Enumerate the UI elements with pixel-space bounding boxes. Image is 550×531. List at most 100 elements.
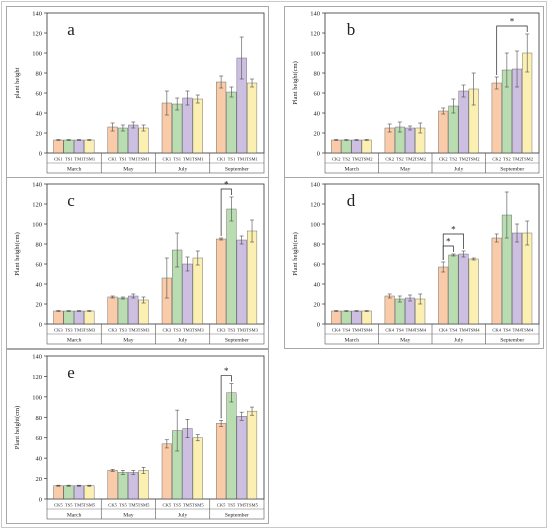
treatment-label-CK1: CK1 (54, 157, 63, 162)
treatment-label-TM1: TM1 (237, 157, 247, 162)
treatment-label-TM4: TM4 (459, 328, 469, 333)
treatment-label-TM5: TM5 (129, 503, 139, 508)
significance-marker: * (224, 366, 229, 376)
treatment-label-CK5: CK5 (108, 503, 117, 508)
bar-TS5-September (226, 392, 237, 500)
y-tick-label-40: 40 (314, 282, 321, 289)
bar-CK5-March (53, 485, 64, 500)
treatment-label-CK2: CK2 (492, 157, 501, 162)
y-tick-label-100: 100 (310, 222, 320, 229)
y-axis-title: Plant height(cm) (14, 232, 21, 276)
treatment-label-TSM5: TSM5 (246, 503, 258, 508)
y-tick-label-20: 20 (314, 131, 321, 138)
treatment-label-CK3: CK3 (217, 328, 226, 333)
label-table-frame (46, 498, 265, 520)
y-tick-label-60: 60 (314, 91, 321, 98)
bar-CK5-September (216, 423, 227, 500)
y-tick-label-80: 80 (314, 242, 321, 249)
bar-CK2-July (438, 110, 449, 154)
y-tick-label-60: 60 (36, 91, 43, 98)
bar-TM3-May (128, 295, 139, 325)
y-tick-label-120: 120 (310, 31, 320, 38)
treatment-label-CK5: CK5 (217, 503, 226, 508)
treatment-label-CK1: CK1 (163, 157, 172, 162)
treatment-label-TM3: TM3 (74, 328, 84, 333)
treatment-label-TM2: TM2 (512, 157, 522, 162)
bar-TS1-May (117, 127, 128, 154)
y-tick-label-20: 20 (36, 476, 43, 483)
treatment-label-TS5: TS5 (65, 503, 73, 508)
treatment-label-TS2: TS2 (343, 157, 351, 162)
bar-CK1-March (53, 139, 64, 154)
treatment-label-TSM4: TSM4 (414, 328, 426, 333)
y-tick-label-120: 120 (310, 202, 320, 209)
bar-TSM1-March (84, 139, 95, 154)
bar-TS5-March (63, 485, 74, 500)
treatment-label-CK2: CK2 (385, 157, 394, 162)
treatment-label-TS2: TS2 (503, 157, 511, 162)
bar-CK2-September (491, 82, 502, 154)
bar-CK4-September (491, 237, 502, 325)
treatment-label-TS4: TS4 (450, 328, 458, 333)
treatment-label-CK4: CK4 (332, 328, 341, 333)
treatment-label-TM5: TM5 (183, 503, 193, 508)
treatment-label-TSM2: TSM2 (468, 157, 480, 162)
significance-bracket (442, 233, 464, 260)
y-tick-label-20: 20 (36, 131, 43, 138)
treatment-label-TM1: TM1 (183, 157, 193, 162)
group-label-September: September (225, 338, 249, 344)
treatment-label-TS2: TS2 (396, 157, 404, 162)
y-tick-label-20: 20 (36, 302, 43, 309)
treatment-label-TS3: TS3 (119, 328, 127, 333)
y-tick-label-140: 140 (310, 182, 320, 189)
treatment-label-TM3: TM3 (129, 328, 139, 333)
y-tick-label-140: 140 (32, 11, 42, 18)
label-table-frame (46, 323, 265, 345)
bar-TM3-September (236, 239, 247, 325)
significance-marker: * (510, 17, 515, 27)
label-table-frame (324, 323, 540, 345)
bar-TM2-July (458, 90, 469, 154)
bar-TM4-September (512, 232, 523, 325)
bar-TM4-May (405, 297, 416, 325)
y-tick-label-80: 80 (36, 242, 43, 249)
group-label-July: July (178, 513, 188, 519)
treatment-label-TS1: TS1 (65, 157, 73, 162)
bar-TM3-March (73, 310, 85, 325)
bar-TM2-March (351, 139, 362, 154)
y-tick-label-140: 140 (32, 182, 42, 189)
chart-panel-c: 0 20 40 60 80 100 120 140 Plant height(cm) c CK3 TS… (6, 177, 269, 349)
bar-TSM1-May (138, 127, 149, 154)
y-tick-label-120: 120 (32, 374, 42, 381)
treatment-label-TM2: TM2 (405, 157, 415, 162)
panel-label: b (347, 20, 356, 39)
group-label-September: September (225, 513, 249, 519)
group-label-March: March (344, 167, 359, 173)
y-tick-label-40: 40 (36, 111, 43, 118)
bar-TS4-May (394, 298, 405, 325)
significance-bracket (220, 188, 232, 236)
treatment-label-TSM3: TSM3 (83, 328, 95, 333)
treatment-label-TSM2: TSM2 (361, 157, 373, 162)
y-tick-label-0: 0 (39, 151, 42, 158)
bar-TM2-May (405, 127, 416, 154)
bar-TS4-March (341, 310, 352, 325)
bar-TS3-March (63, 310, 74, 325)
bar-TM5-September (236, 416, 247, 500)
bar-TSM1-July (192, 98, 203, 154)
y-tick-label-120: 120 (32, 202, 42, 209)
y-tick-label-100: 100 (310, 51, 320, 58)
bar-TSM3-July (192, 257, 203, 325)
treatment-label-TM1: TM1 (74, 157, 84, 162)
panel-label: a (67, 20, 75, 39)
bar-TSM5-September (246, 410, 258, 500)
y-tick-label-100: 100 (32, 222, 42, 229)
y-tick-label-140: 140 (310, 11, 320, 18)
bar-TSM2-March (361, 139, 372, 154)
bar-TS3-September (226, 208, 237, 325)
treatment-label-TSM5: TSM5 (192, 503, 204, 508)
